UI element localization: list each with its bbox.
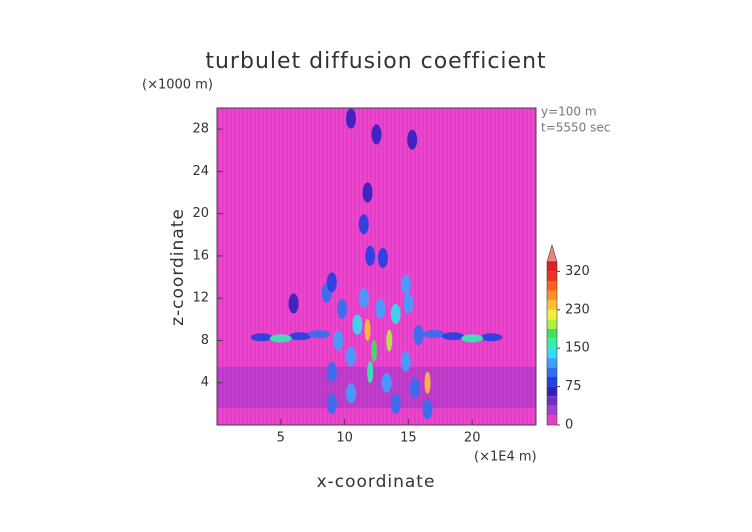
- colorbar-band: [547, 281, 557, 291]
- x-axis-label: x-coordinate: [317, 472, 436, 492]
- x-tick-label: 5: [277, 431, 285, 446]
- colorbar-band: [547, 290, 557, 301]
- x-tick-label: 15: [400, 431, 417, 446]
- feature: [422, 330, 445, 339]
- colorbar-band: [547, 329, 557, 339]
- feature: [461, 334, 484, 343]
- feature: [377, 248, 388, 269]
- feature: [386, 329, 393, 352]
- feature: [381, 372, 392, 393]
- y-tick-label: 28: [192, 122, 209, 137]
- colorbar-tick-label: 230: [565, 302, 590, 317]
- feature: [413, 325, 424, 346]
- colorbar-band: [547, 415, 557, 425]
- colorbar-band: [547, 405, 557, 416]
- y-tick-label: 12: [192, 291, 209, 306]
- feature: [333, 330, 344, 351]
- y-tick-label: 8: [201, 333, 209, 348]
- feature: [375, 298, 386, 319]
- chart-title: turbulet diffusion coefficient: [205, 49, 546, 74]
- colorbar-frame: [546, 261, 558, 426]
- feature: [407, 129, 418, 150]
- y-axis-label: z-coordinate: [168, 208, 188, 326]
- y-tick-label: 16: [192, 248, 209, 263]
- feature: [250, 333, 273, 342]
- x-tick-label: 10: [336, 431, 353, 446]
- feature: [326, 393, 337, 414]
- field-background: [217, 108, 536, 425]
- feature: [424, 371, 431, 394]
- colorbar-band: [547, 271, 557, 281]
- feature: [288, 332, 311, 341]
- feature: [288, 293, 299, 314]
- colorbar-tick-label: 320: [565, 264, 590, 279]
- colorbar-band: [547, 386, 557, 397]
- colorbar-tick-label: 0: [565, 418, 573, 433]
- feature: [480, 333, 503, 342]
- colorbar-tick-label: 75: [565, 379, 582, 394]
- x-unit: (×1E4 m): [474, 450, 537, 465]
- feature: [358, 288, 369, 309]
- feature: [409, 378, 420, 399]
- colorbar-band: [547, 309, 557, 320]
- colorbar-extend: [546, 243, 558, 263]
- field: [217, 108, 536, 425]
- feature: [403, 293, 414, 314]
- feature: [400, 274, 411, 295]
- feature: [269, 334, 292, 343]
- y-tick-label: 24: [192, 164, 209, 179]
- x-tick-label: 20: [464, 431, 481, 446]
- y-tick-label: 20: [192, 206, 209, 221]
- feature: [390, 393, 401, 414]
- feature: [358, 214, 369, 235]
- colorbar-band: [547, 261, 557, 272]
- feature: [326, 362, 337, 383]
- feature: [370, 340, 377, 363]
- feature: [371, 124, 382, 145]
- field-band: [217, 366, 536, 409]
- colorbar-band: [547, 300, 557, 310]
- feature: [345, 383, 356, 404]
- y-unit: (×1000 m): [142, 78, 213, 93]
- feature: [367, 361, 374, 384]
- colorbar-band: [547, 357, 557, 368]
- annotation: t=5550 sec: [541, 121, 610, 135]
- feature: [364, 318, 371, 341]
- feature: [345, 108, 356, 129]
- feature: [362, 182, 373, 203]
- feature: [345, 346, 356, 367]
- feature: [422, 399, 433, 420]
- feature: [400, 351, 411, 372]
- colorbar-tick-label: 150: [565, 341, 590, 356]
- feature: [352, 314, 363, 335]
- colorbar-band: [547, 348, 557, 358]
- feature: [337, 298, 348, 319]
- feature: [326, 272, 337, 293]
- y-tick-label: 4: [201, 375, 209, 390]
- annotation: y=100 m: [541, 105, 597, 119]
- colorbar-band: [547, 319, 557, 329]
- feature: [442, 332, 465, 341]
- colorbar-band: [547, 377, 557, 387]
- colorbar-band: [547, 338, 557, 349]
- feature: [390, 304, 401, 325]
- colorbar-band: [547, 396, 557, 406]
- plot-frame: [216, 107, 537, 426]
- colorbar-band: [547, 367, 557, 377]
- feature: [365, 245, 376, 266]
- feature: [308, 330, 331, 339]
